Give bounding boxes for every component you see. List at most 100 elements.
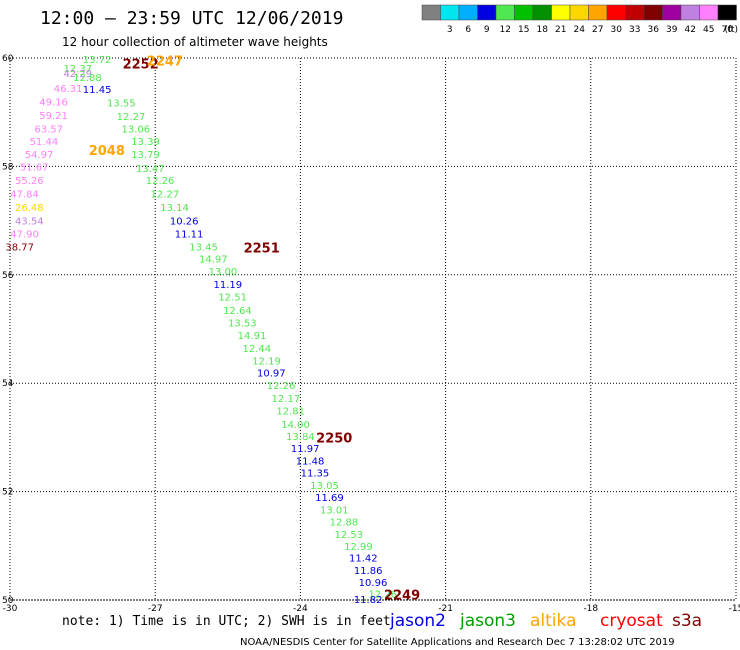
legend-label: 9 (484, 25, 490, 35)
wave-height-point: 10.97 (257, 368, 286, 379)
legend-swatch (588, 4, 608, 21)
legend-label: 36 (648, 25, 660, 35)
wave-height-point: 47.90 (10, 230, 39, 241)
wave-height-point: 63.57 (34, 124, 63, 135)
wave-height-point: 13.72 (83, 55, 112, 66)
legend-swatch (458, 4, 478, 21)
y-tick-label: 50 (2, 596, 14, 606)
wave-height-point: 51.44 (30, 137, 59, 148)
legend-label: 30 (611, 25, 623, 35)
x-tick-label: -18 (583, 604, 598, 614)
wave-height-point: 12.19 (252, 356, 281, 367)
plot-grid (9, 57, 737, 601)
wave-height-point: 42.29 (63, 69, 92, 80)
wave-height-point: 11.48 (296, 457, 325, 468)
wave-height-point: 12.17 (272, 394, 301, 405)
wave-height-point: 49.16 (39, 97, 68, 108)
wave-height-point: 10.26 (170, 217, 199, 228)
wave-height-point: 11.42 (349, 554, 378, 565)
time-label: 2249 (384, 589, 420, 604)
wave-height-point: 55.26 (15, 176, 44, 187)
legend-label: 6 (465, 25, 471, 35)
wave-height-point: 10.96 (359, 578, 388, 589)
legend-label: 21 (555, 25, 566, 35)
wave-height-point: 12.81 (276, 406, 305, 417)
wave-height-point: 38.77 (5, 243, 34, 254)
wave-height-point: 11.19 (213, 280, 242, 291)
wave-height-point: 12.64 (223, 306, 252, 317)
wave-height-point: 13.39 (131, 137, 160, 148)
wave-height-point: 12.26 (368, 589, 397, 600)
footer-note: note: 1) Time is in UTC; 2) SWH is in fe… (62, 614, 391, 629)
wave-height-point: 13.01 (320, 505, 349, 516)
legend-swatch (625, 4, 645, 21)
legend-swatch (532, 4, 552, 21)
legend-swatch (662, 4, 682, 21)
wave-height-point: 51.67 (20, 162, 49, 173)
legend-label: 3 (447, 25, 453, 35)
wave-height-point: 11.11 (175, 230, 204, 241)
wave-height-point: 11.97 (291, 444, 320, 455)
time-label: 2250 (316, 431, 352, 446)
page-title: 12:00 — 23:59 UTC 12/06/2019 (40, 8, 343, 29)
legend-label: 24 (574, 25, 586, 35)
satellite-altika: altika (530, 611, 577, 631)
wave-height-point: 12.37 (63, 64, 92, 75)
wave-height-point: 13.84 (286, 432, 315, 443)
legend-swatch (477, 4, 497, 21)
time-label: 2252 (123, 57, 159, 72)
satellite-s3a: s3a (672, 611, 702, 631)
legend-swatch (717, 4, 737, 21)
legend-label: 70 (722, 25, 734, 35)
legend-swatch (551, 4, 571, 21)
y-tick-label: 58 (2, 162, 14, 172)
y-tick-label: 52 (2, 488, 13, 498)
wave-height-point: 59.21 (39, 111, 68, 122)
wave-height-point: 14.97 (199, 255, 228, 266)
legend-label: 42 (685, 25, 696, 35)
legend-label: 18 (537, 25, 549, 35)
wave-height-point: 26.48 (15, 203, 44, 214)
axis-ticks: -30 -27 -24 -21 -18 -15 50 52 54 56 58 60 (2, 54, 740, 614)
wave-height-point: 13.06 (122, 124, 151, 135)
legend-swatch (606, 4, 626, 21)
legend-swatch (569, 4, 589, 21)
time-label: 2247 (147, 55, 183, 70)
legend-swatch (699, 4, 719, 21)
time-label: 2048 (89, 144, 125, 159)
legend-swatch (680, 4, 700, 21)
wave-height-point: 13.79 (131, 150, 160, 161)
time-label: 2251 (244, 242, 280, 257)
legend-swatch (421, 4, 441, 21)
wave-height-point: 13.14 (160, 203, 189, 214)
wave-height-point: 13.47 (136, 164, 165, 175)
wave-height-point: 46.31 (54, 84, 83, 95)
wave-height-point: 12.27 (117, 112, 146, 123)
x-tick-label: -27 (148, 604, 163, 614)
legend-swatch (514, 4, 534, 21)
wave-height-point: 12.88 (330, 517, 359, 528)
satellite-jason3: jason3 (459, 611, 516, 631)
y-tick-label: 54 (2, 379, 14, 389)
wave-height-point: 13.05 (310, 481, 339, 492)
wave-height-point: 54.97 (25, 150, 54, 161)
satellite-legend: jason2 jason3 altika cryosat s3a (389, 611, 702, 631)
wave-height-point: 12.27 (151, 190, 180, 201)
legend-unit: (ft) (725, 25, 739, 35)
x-tick-label: -15 (729, 604, 740, 614)
wave-height-point: 47.84 (10, 190, 39, 201)
wave-height-point: 11.45 (83, 85, 112, 96)
legend-label: 12 (500, 25, 511, 35)
y-tick-label: 56 (2, 271, 14, 281)
page-subtitle: 12 hour collection of altimeter wave hei… (62, 35, 328, 49)
legend-label: 15 (518, 25, 529, 35)
satellite-jason2: jason2 (389, 611, 446, 631)
legend-swatch (643, 4, 663, 21)
wave-height-point: 11.82 (354, 595, 383, 606)
color-scale-legend: 3 6 9 12 15 18 21 24 27 30 33 36 39 42 45 70(ft) (421, 4, 739, 35)
legend-label: 45 (703, 25, 714, 35)
wave-height-point: 12.53 (334, 530, 363, 541)
x-tick-label: -21 (438, 604, 453, 614)
legend-label: 27 (592, 25, 603, 35)
